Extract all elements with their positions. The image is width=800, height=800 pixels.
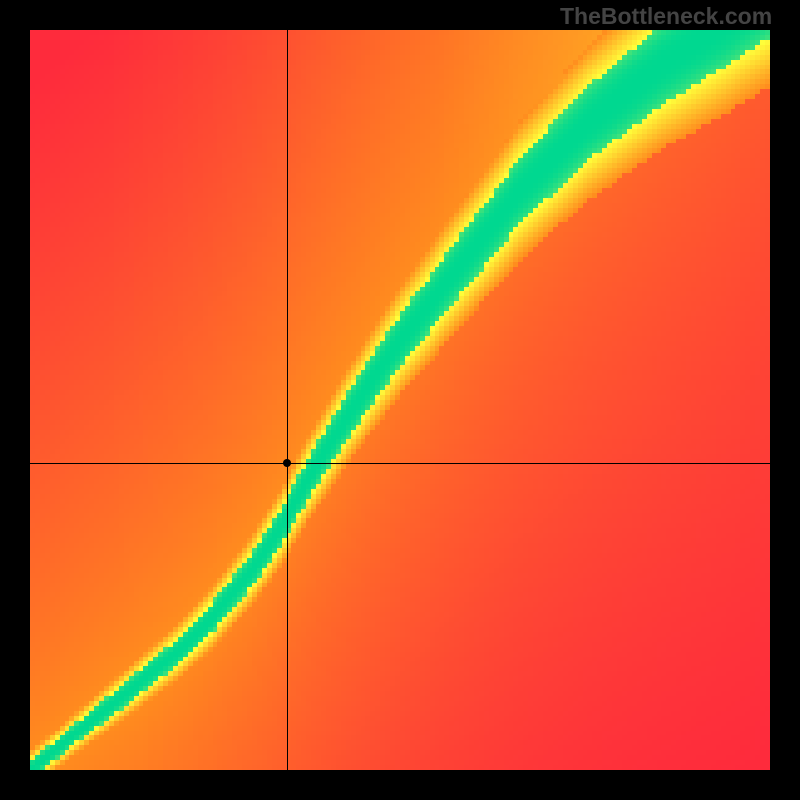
- selected-point-marker: [283, 459, 291, 467]
- bottleneck-heatmap: [30, 30, 770, 770]
- crosshair-vertical: [287, 30, 288, 770]
- crosshair-horizontal: [30, 463, 770, 464]
- watermark-text: TheBottleneck.com: [560, 3, 772, 30]
